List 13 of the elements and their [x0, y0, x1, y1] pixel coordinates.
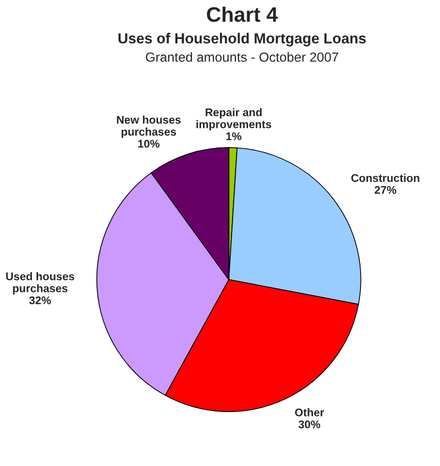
text: Granted amounts - October 2007	[146, 52, 338, 62]
data-label: 10%	[138, 140, 160, 148]
chart-subtitle: Uses of Household Mortgage Loans	[118, 32, 366, 46]
slice-label: Used houses purchases	[6, 272, 74, 294]
data-label: 27%	[374, 186, 396, 194]
slice-label: Repair and improvements	[196, 108, 272, 130]
chart-title: Chart 4	[206, 6, 278, 22]
data-label: 30%	[298, 420, 320, 428]
data-label: 1%	[226, 132, 242, 140]
slice-label: New houses purchases	[116, 116, 181, 138]
data-label: 32%	[29, 296, 51, 304]
slice-label: Other	[295, 408, 324, 416]
slice-label: Construction	[351, 174, 420, 182]
